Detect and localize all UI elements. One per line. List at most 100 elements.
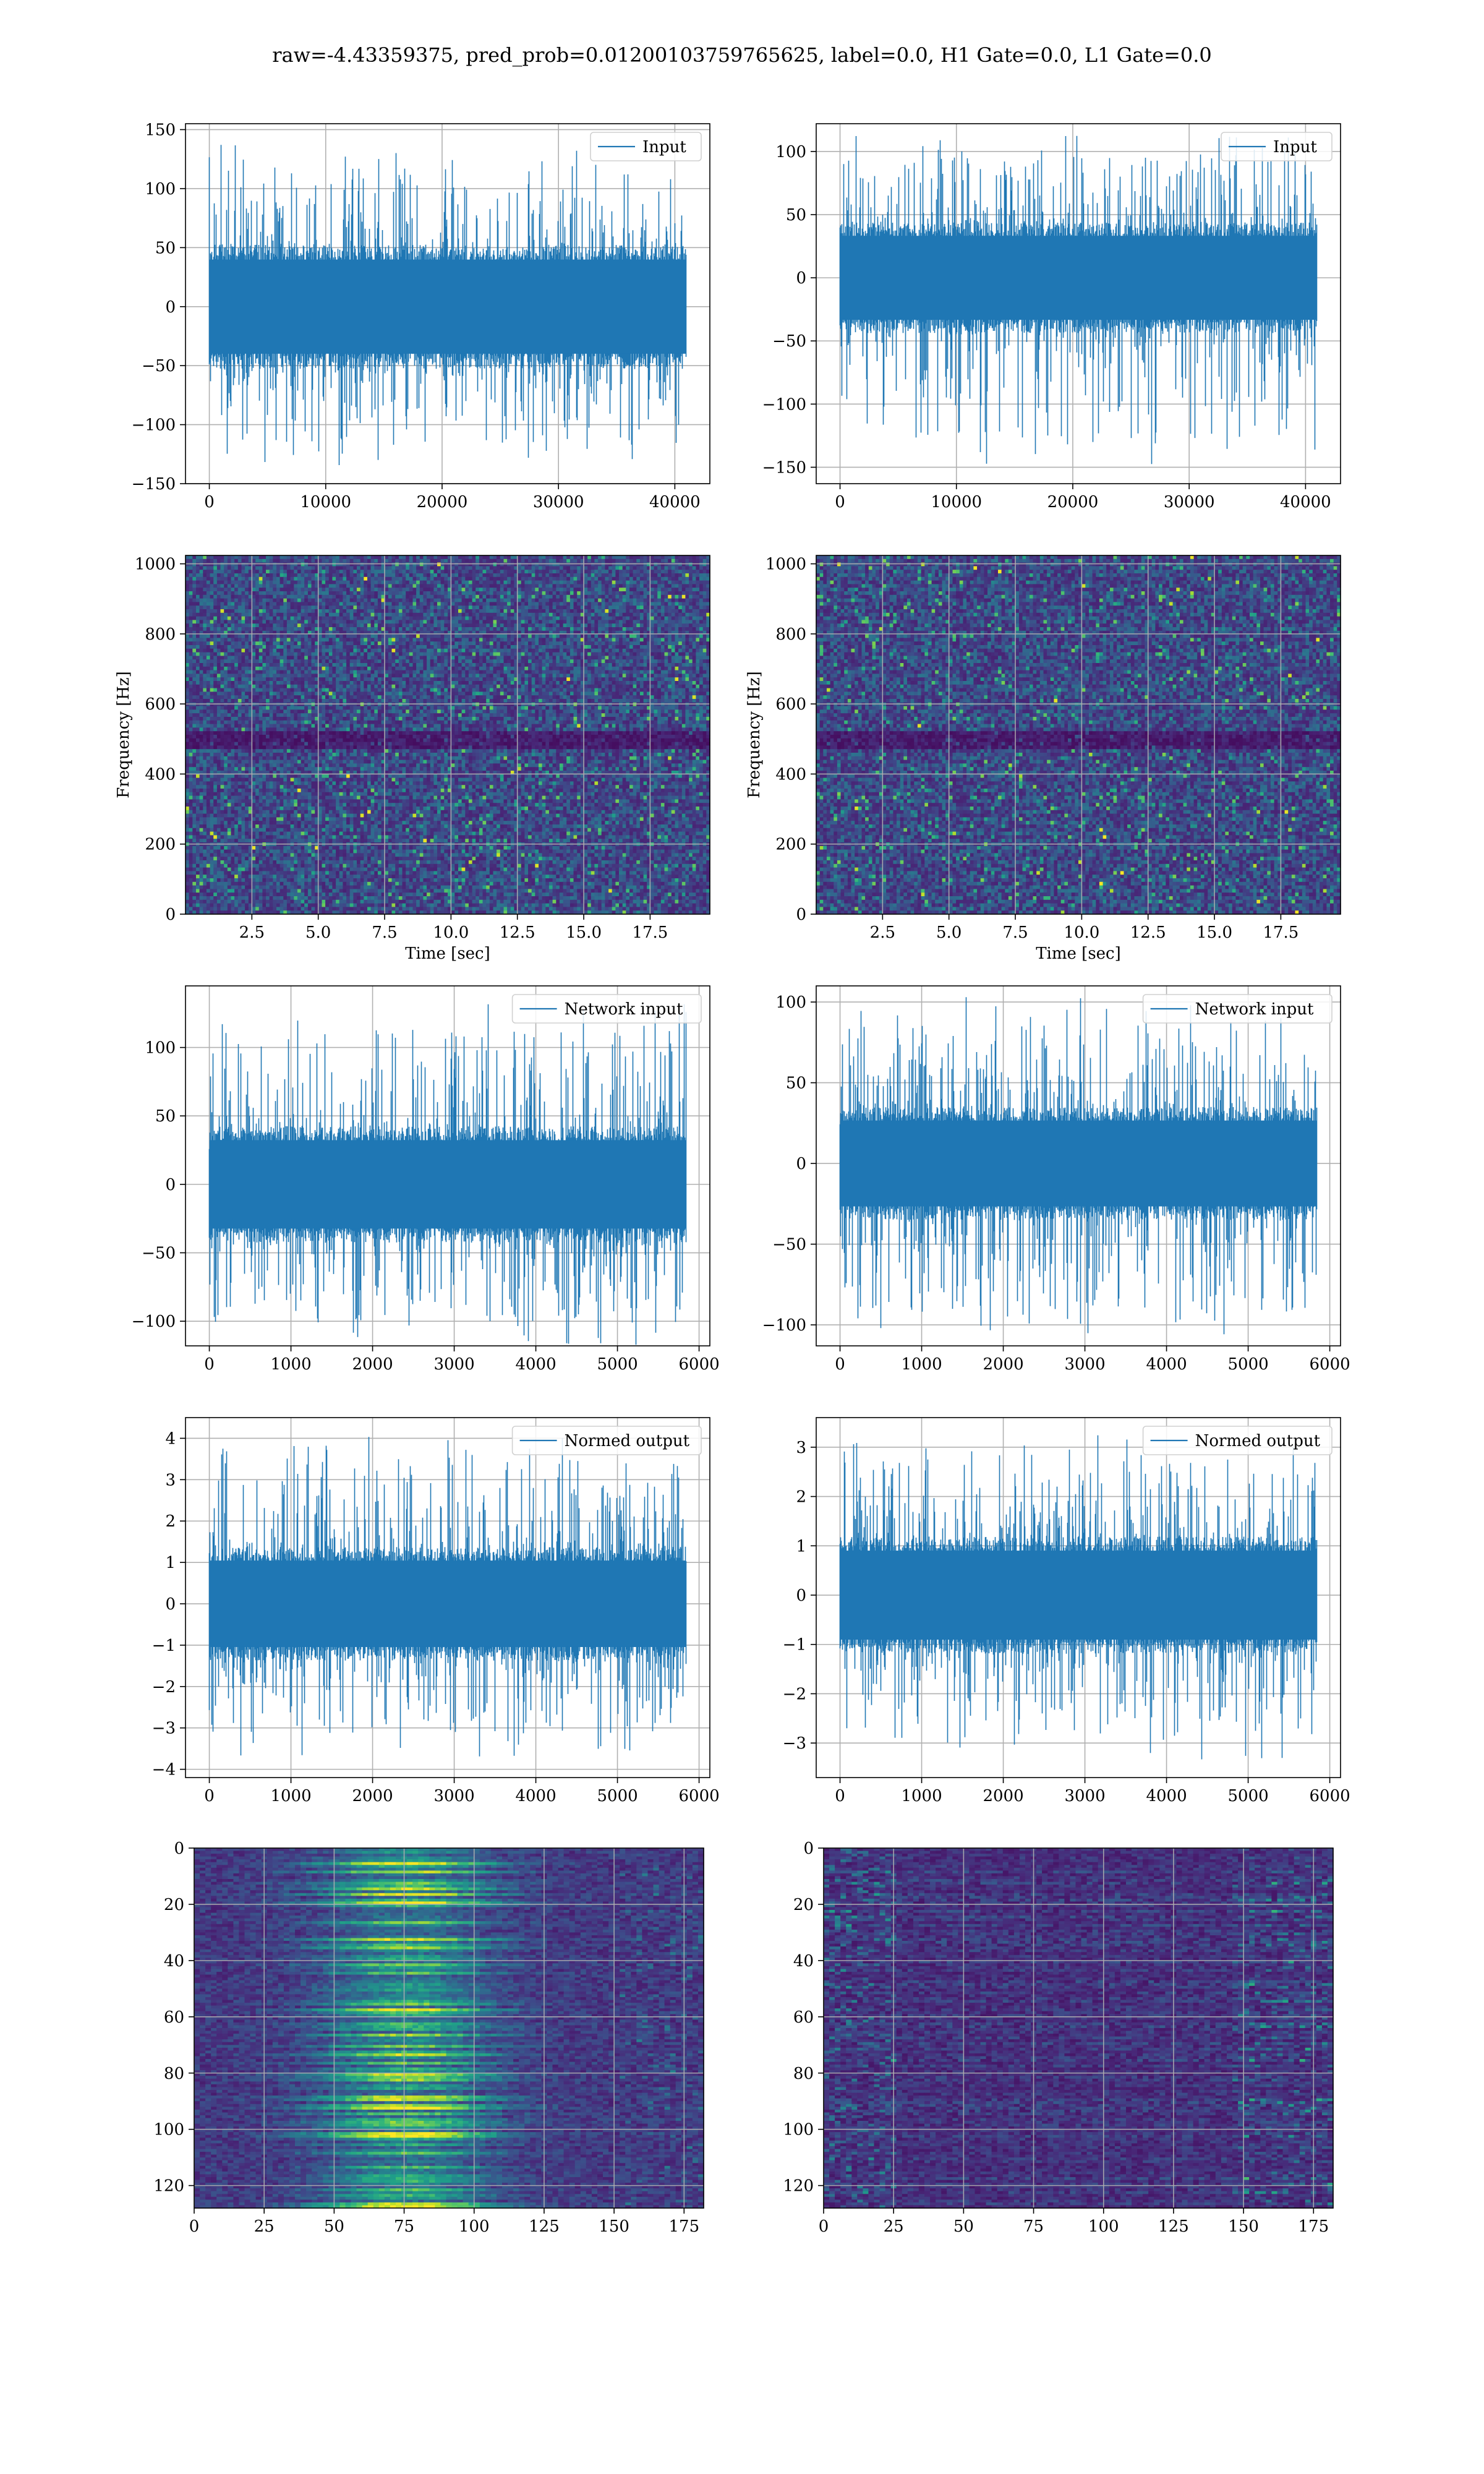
heatmap-cell bbox=[228, 609, 231, 613]
heatmap-cell bbox=[280, 602, 284, 606]
heatmap-cell bbox=[350, 559, 354, 563]
heatmap-cell bbox=[210, 613, 214, 617]
heatmap-cell bbox=[549, 620, 553, 623]
heatmap-cell bbox=[433, 609, 437, 613]
heatmap-cell bbox=[336, 599, 339, 602]
heatmap-cell bbox=[346, 573, 350, 577]
heatmap-cell bbox=[339, 570, 343, 573]
heatmap-cell bbox=[252, 609, 255, 613]
heatmap-cell bbox=[563, 591, 567, 595]
heatmap-cell bbox=[472, 555, 476, 559]
heatmap-cell bbox=[360, 570, 364, 573]
heatmap-cell bbox=[465, 595, 469, 599]
heatmap-cell bbox=[339, 591, 343, 595]
heatmap-cell bbox=[399, 602, 403, 606]
heatmap-cell bbox=[532, 563, 535, 567]
heatmap-cell bbox=[640, 617, 644, 620]
heatmap-cell bbox=[483, 620, 487, 623]
heatmap-cell bbox=[192, 606, 196, 609]
heatmap-cell bbox=[301, 573, 305, 577]
heatmap-cell bbox=[192, 566, 196, 570]
heatmap-cell bbox=[535, 620, 539, 623]
heatmap-cell bbox=[521, 570, 525, 573]
heatmap-cell bbox=[207, 606, 210, 609]
heatmap-cell bbox=[437, 563, 441, 567]
heatmap-cell bbox=[322, 595, 326, 599]
heatmap-cell bbox=[535, 602, 539, 606]
heatmap-cell bbox=[374, 555, 378, 559]
heatmap-cell bbox=[654, 617, 658, 620]
heatmap-cell bbox=[224, 617, 228, 620]
y-tick-label-5: 100 bbox=[145, 180, 176, 199]
heatmap-cell bbox=[245, 599, 249, 602]
heatmap-cell bbox=[458, 588, 462, 591]
heatmap-cell bbox=[612, 602, 616, 606]
heatmap-cell bbox=[437, 573, 441, 577]
heatmap-cell bbox=[374, 591, 378, 595]
heatmap-cell bbox=[416, 606, 420, 609]
heatmap-cell bbox=[451, 620, 455, 623]
heatmap-cell bbox=[430, 595, 434, 599]
heatmap-cell bbox=[252, 566, 255, 570]
heatmap-cell bbox=[699, 581, 703, 584]
heatmap-cell bbox=[304, 595, 308, 599]
heatmap-cell bbox=[416, 559, 420, 563]
heatmap-cell bbox=[507, 591, 511, 595]
heatmap-cell bbox=[608, 577, 612, 581]
heatmap-cell bbox=[507, 595, 511, 599]
heatmap-cell bbox=[654, 588, 658, 591]
heatmap-cell bbox=[444, 613, 448, 617]
heatmap-cell bbox=[255, 584, 259, 588]
heatmap-cell bbox=[350, 570, 354, 573]
heatmap-cell bbox=[318, 573, 322, 577]
heatmap-cell bbox=[629, 617, 633, 620]
heatmap-cell bbox=[200, 566, 203, 570]
heatmap-cell bbox=[420, 599, 424, 602]
heatmap-cell bbox=[427, 606, 430, 609]
heatmap-cell bbox=[234, 555, 238, 559]
heatmap-cell bbox=[403, 581, 406, 584]
heatmap-cell bbox=[511, 555, 514, 559]
heatmap-cell bbox=[689, 595, 693, 599]
heatmap-cell bbox=[703, 566, 707, 570]
heatmap-cell bbox=[270, 588, 273, 591]
heatmap-cell bbox=[423, 609, 427, 613]
heatmap-cell bbox=[203, 617, 207, 620]
heatmap-cell bbox=[633, 613, 637, 617]
heatmap-cell bbox=[297, 613, 301, 617]
heatmap-cell bbox=[462, 577, 466, 581]
heatmap-cell bbox=[608, 606, 612, 609]
heatmap-cell bbox=[629, 620, 633, 623]
heatmap-cell bbox=[228, 573, 231, 577]
heatmap-cell bbox=[346, 609, 350, 613]
heatmap-cell bbox=[472, 577, 476, 581]
heatmap-cell bbox=[196, 599, 200, 602]
heatmap-cell bbox=[353, 609, 357, 613]
heatmap-cell bbox=[357, 581, 360, 584]
heatmap-cell bbox=[231, 591, 235, 595]
heatmap-cell bbox=[217, 620, 221, 623]
heatmap-cell bbox=[255, 555, 259, 559]
heatmap-cell bbox=[556, 606, 560, 609]
heatmap-cell bbox=[416, 577, 420, 581]
heatmap-cell bbox=[549, 563, 553, 567]
heatmap-cell bbox=[483, 588, 487, 591]
heatmap-cell bbox=[444, 606, 448, 609]
heatmap-cell bbox=[301, 559, 305, 563]
heatmap-cell bbox=[633, 606, 637, 609]
heatmap-cell bbox=[619, 595, 623, 599]
heatmap-cell bbox=[388, 609, 392, 613]
heatmap-cell bbox=[245, 588, 249, 591]
heatmap-cell bbox=[563, 606, 567, 609]
heatmap-cell bbox=[587, 620, 591, 623]
heatmap-cell bbox=[615, 595, 619, 599]
heatmap-cell bbox=[587, 591, 591, 595]
heatmap-cell bbox=[259, 581, 263, 584]
heatmap-cell bbox=[657, 570, 661, 573]
heatmap-cell bbox=[294, 613, 297, 617]
heatmap-cell bbox=[189, 609, 193, 613]
heatmap-cell bbox=[403, 566, 406, 570]
heatmap-cell bbox=[542, 570, 546, 573]
heatmap-cell bbox=[266, 599, 270, 602]
heatmap-cell bbox=[619, 559, 623, 563]
